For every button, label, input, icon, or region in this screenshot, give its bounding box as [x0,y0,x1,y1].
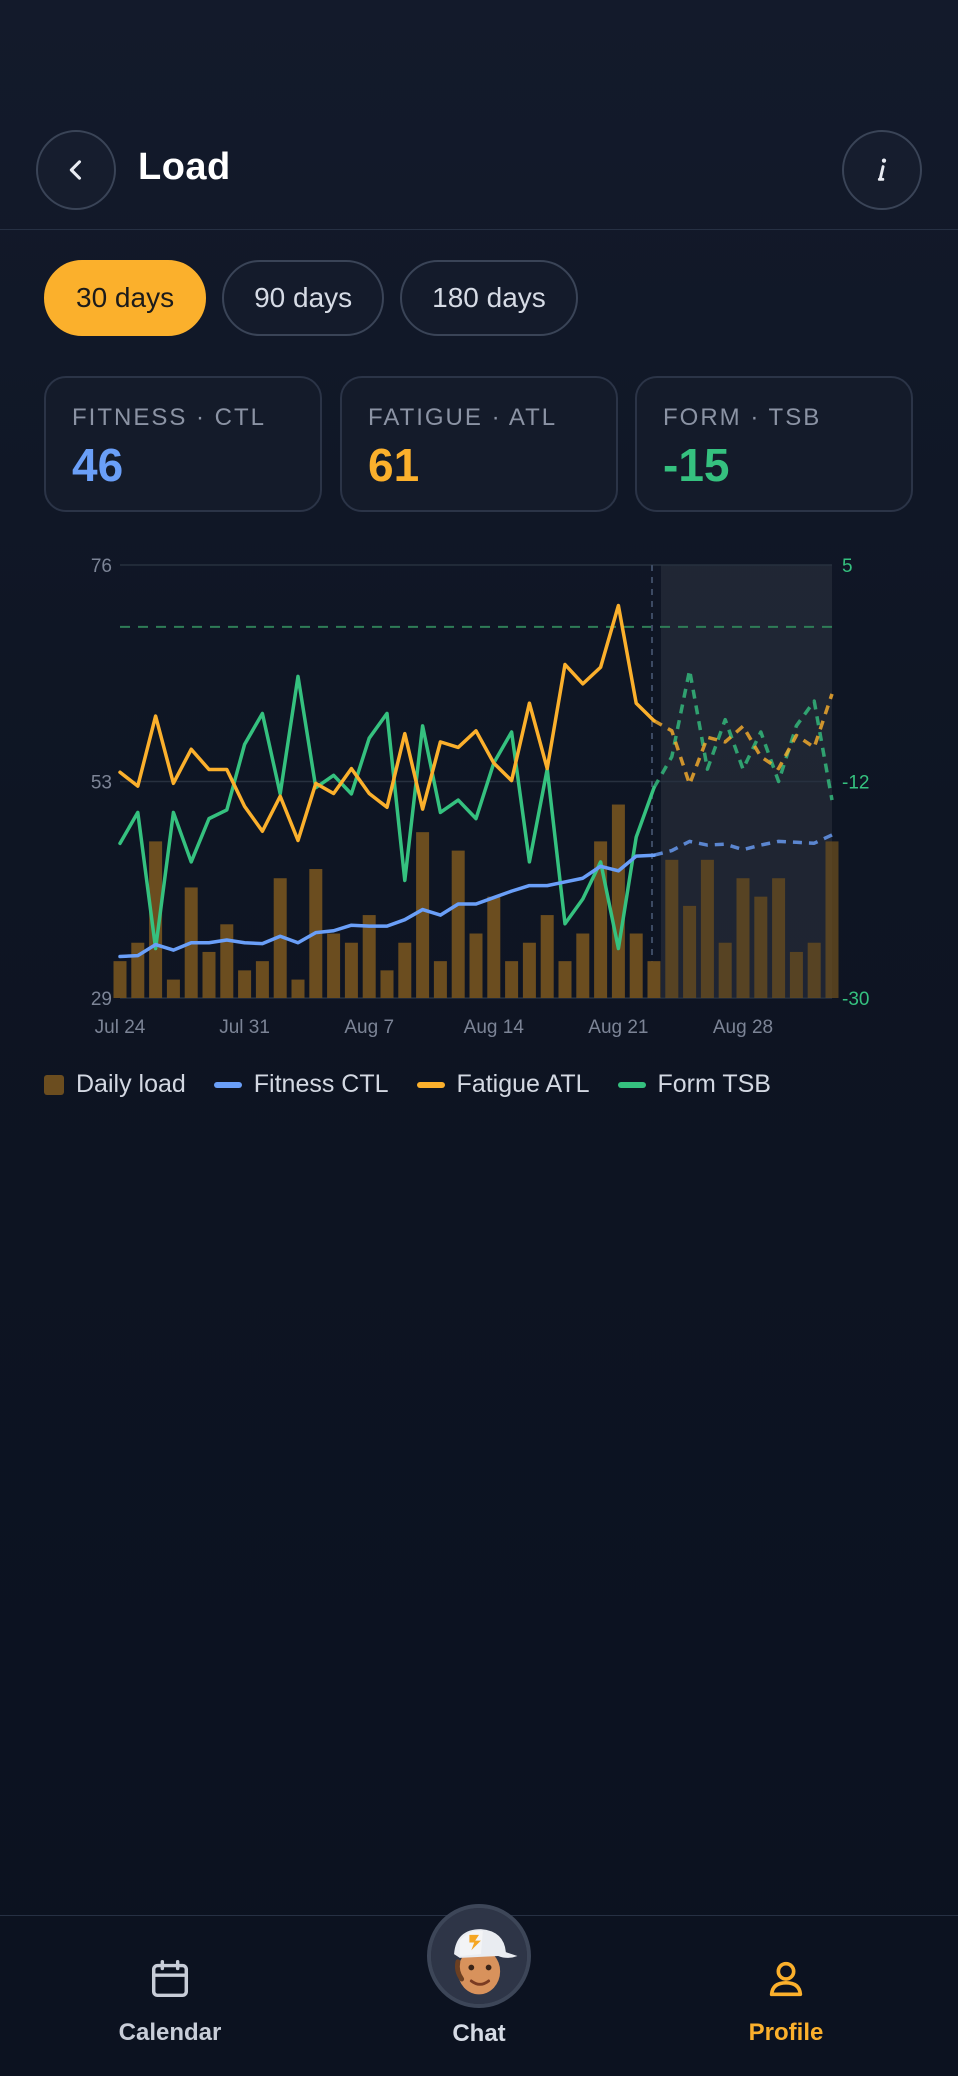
daily-load-bar [487,896,501,998]
daily-load-bar [202,951,216,998]
fatigue-card: FATIGUE · ATL 61 [340,376,618,512]
fatigue-label: FATIGUE · ATL [368,404,558,431]
daily-load-bar [398,942,412,998]
daily-load-bar [522,942,536,998]
daily-load-bar [433,961,447,998]
daily-load-bar [505,961,519,998]
x-tick-label: Jul 24 [95,1017,146,1038]
daily-load-bar [807,942,821,998]
chart-legend: Daily load Fitness CTL Fatigue ATL Form … [44,1070,771,1099]
daily-load-bar [380,970,394,998]
daily-load-bar [611,804,625,998]
x-tick-label: Jul 31 [219,1017,270,1038]
range-tabs: 30 days 90 days 180 days [44,260,578,336]
nav-profile-label: Profile [748,2019,824,2046]
daily-load-bar [718,942,732,998]
tab-30-days[interactable]: 30 days [44,260,207,336]
tab-90-days[interactable]: 90 days [222,260,385,336]
y-tick-label-right: 5 [842,556,853,577]
load-chart-svg: 76 53 29 5 -12 -30 Jul 24 Jul 31 Aug 7 Aug 14 Aug … [91,556,870,1038]
daily-load-bar [327,933,341,998]
daily-load-bar [451,850,465,998]
legend-label: Form TSB [657,1070,771,1098]
fitness-card: FITNESS · CTL 46 [44,376,322,512]
daily-load-bar [683,905,697,998]
legend-form: Form TSB [617,1070,771,1099]
y-tick-label-right: -30 [842,989,869,1010]
daily-load-bar [469,933,483,998]
daily-load-bar [291,979,305,998]
nav-profile[interactable]: Profile [686,1956,886,2047]
legend-swatch [44,1074,64,1095]
daily-load-bar [558,961,572,998]
page-title: Load [138,146,231,188]
y-tick-label-right: -12 [842,773,869,794]
legend-fitness: Fitness CTL [213,1070,389,1099]
legend-label: Fatigue ATL [456,1070,590,1098]
daily-load-bar [772,878,786,998]
fitness-ctl-line [118,853,656,959]
daily-load-bar [700,859,714,998]
daily-load-bar [149,841,163,998]
y-tick-label-left: 29 [91,989,112,1010]
daily-load-bar [647,961,661,998]
nav-chat-label: Chat [452,2020,506,2047]
daily-load-bar [220,924,234,998]
tab-180-days[interactable]: 180 days [400,260,578,336]
calendar-icon [151,1960,189,1998]
form-tsb-line [118,674,656,951]
x-tick-label: Aug 21 [588,1017,648,1038]
bottom-nav: Calendar Chat Profile [0,1904,958,2076]
y-tick-label-left: 76 [91,556,112,577]
daily-load-bar [344,942,358,998]
daily-load-bar [754,896,768,998]
profile-icon [769,1961,803,1997]
daily-load-bar [665,859,679,998]
legend-daily-load: Daily load [44,1070,186,1099]
back-button[interactable] [36,130,116,210]
x-tick-label: Aug 14 [464,1017,525,1038]
x-tick-label: Aug 7 [344,1017,394,1038]
header: Load [0,100,958,230]
daily-load-bar [238,970,252,998]
y-tick-label-left: 53 [91,773,112,794]
nav-chat[interactable]: Chat [379,2020,579,2048]
legend-label: Daily load [76,1070,186,1098]
form-card: FORM · TSB -15 [635,376,913,512]
daily-load-bar [736,878,750,998]
daily-load-bar [540,915,554,998]
fitness-value: 46 [72,439,124,491]
legend-swatch [416,1081,445,1088]
info-button[interactable] [842,130,922,210]
x-tick-label: Aug 28 [713,1017,773,1038]
form-value: -15 [663,439,730,491]
chat-avatar[interactable] [427,1904,531,2008]
daily-load-bar [362,915,376,998]
daily-load-bar [166,979,180,998]
daily-load-bar [255,961,269,998]
fatigue-atl-line [118,603,656,843]
legend-swatch [617,1081,646,1088]
daily-load-bar [576,933,590,998]
daily-load-bar [789,951,803,998]
fatigue-value: 61 [368,439,420,491]
legend-label: Fitness CTL [253,1070,389,1098]
daily-load-bar [629,933,643,998]
nav-calendar[interactable]: Calendar [70,1956,270,2047]
daily-load-bar [113,961,127,998]
coach-avatar-icon [431,1908,527,2004]
load-chart: 76 53 29 5 -12 -30 Jul 24 Jul 31 Aug 7 Aug 14 Aug … [0,540,958,1060]
chevron-left-icon [69,160,82,180]
daily-load-bar [825,841,839,998]
legend-swatch [213,1081,242,1088]
daily-load-bar [416,832,430,998]
info-icon [877,158,887,181]
legend-fatigue: Fatigue ATL [416,1070,590,1099]
nav-calendar-label: Calendar [118,2019,222,2046]
fitness-label: FITNESS · CTL [72,404,267,431]
form-label: FORM · TSB [663,404,822,431]
